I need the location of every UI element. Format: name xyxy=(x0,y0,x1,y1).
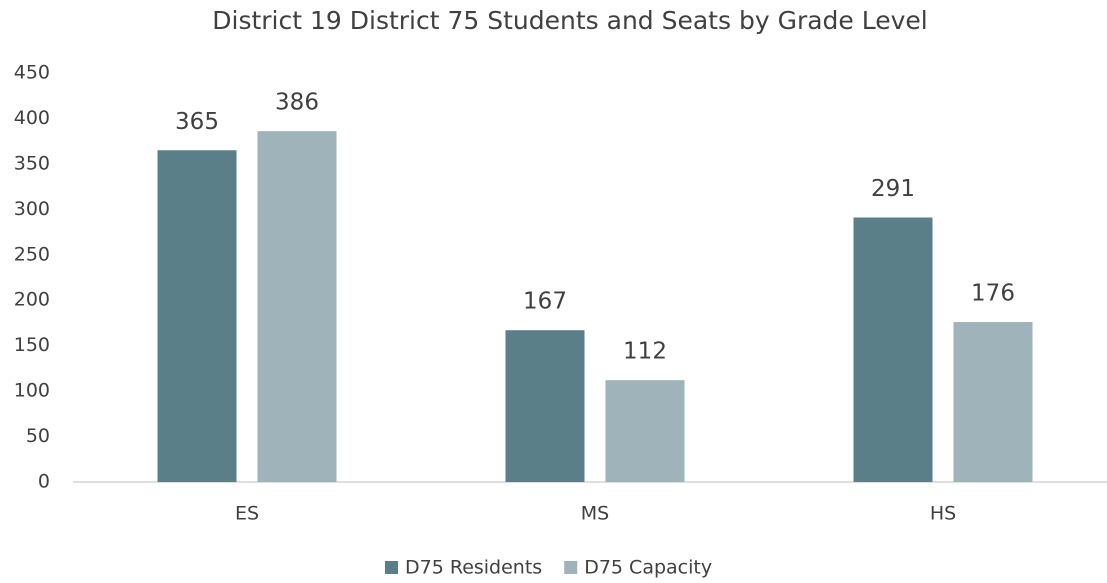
y-tick-label: 350 xyxy=(14,152,50,174)
y-tick-label: 400 xyxy=(14,107,50,129)
data-label: 291 xyxy=(871,176,915,202)
legend-label: D75 Residents xyxy=(405,557,542,579)
x-tick-label: MS xyxy=(581,503,609,525)
y-tick-label: 0 xyxy=(38,471,50,493)
y-tick-label: 150 xyxy=(14,334,50,356)
bar xyxy=(505,330,585,482)
legend-label: D75 Capacity xyxy=(584,557,712,579)
data-label: 176 xyxy=(971,281,1015,307)
legend-swatch xyxy=(385,561,398,574)
y-tick-label: 300 xyxy=(14,198,50,220)
data-label: 167 xyxy=(523,289,567,315)
bar xyxy=(953,322,1033,482)
bar xyxy=(605,380,685,482)
x-tick-label: HS xyxy=(930,503,956,525)
y-tick-label: 50 xyxy=(26,425,50,447)
data-label: 112 xyxy=(623,339,667,365)
data-label: 365 xyxy=(175,109,219,135)
data-label: 386 xyxy=(275,90,319,116)
bar xyxy=(157,150,237,482)
y-tick-label: 250 xyxy=(14,243,50,265)
bar xyxy=(257,131,337,482)
x-tick-label: ES xyxy=(235,503,259,525)
legend-swatch xyxy=(564,561,578,574)
chart-title: District 19 District 75 Students and Sea… xyxy=(212,6,927,35)
y-tick-label: 100 xyxy=(14,380,50,402)
y-tick-label: 200 xyxy=(14,289,50,311)
bar xyxy=(853,217,933,482)
y-tick-label: 450 xyxy=(14,62,50,84)
